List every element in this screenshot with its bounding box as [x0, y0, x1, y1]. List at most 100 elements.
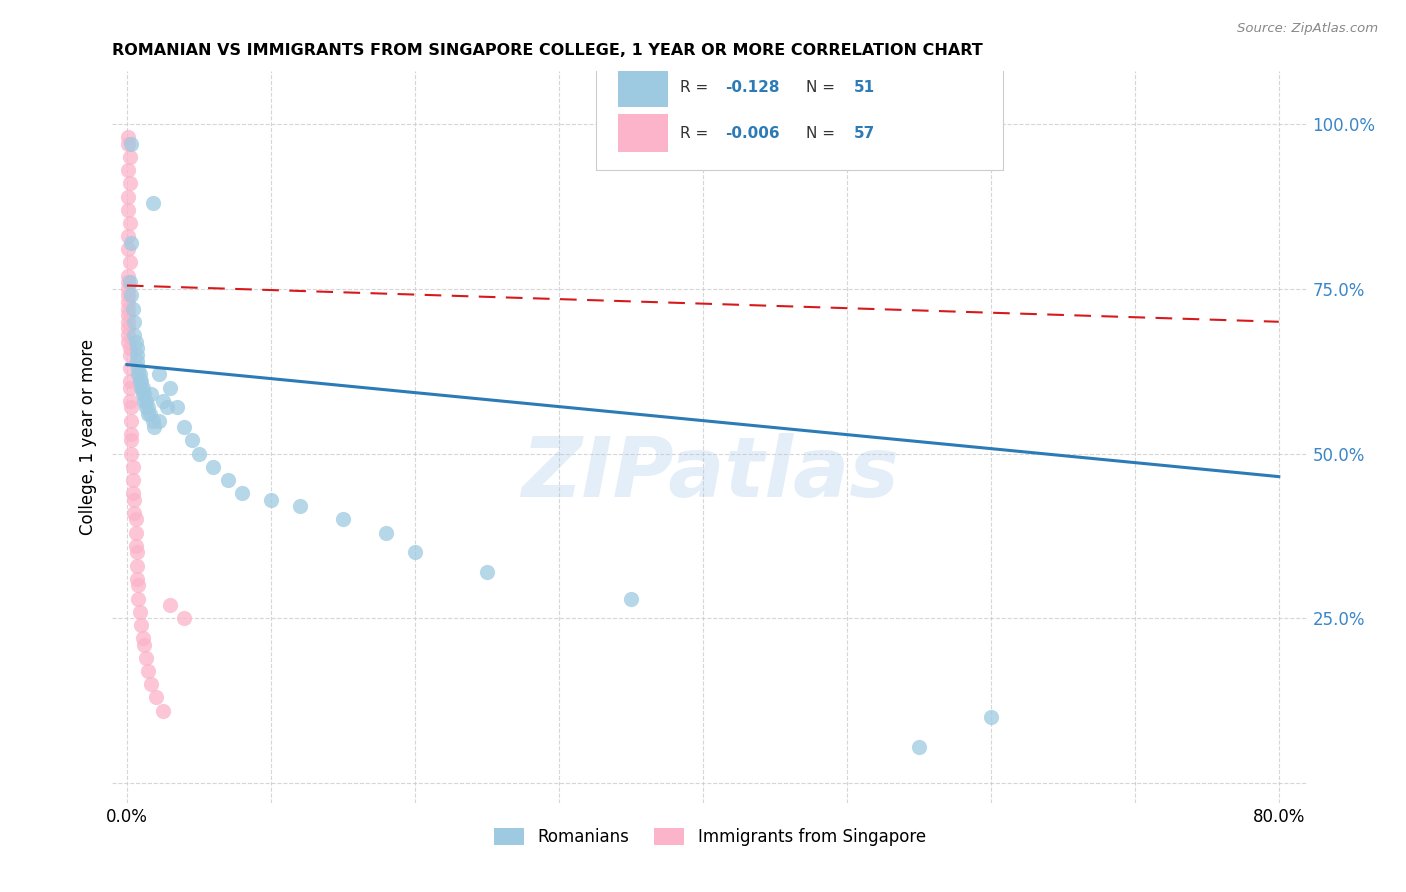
Point	[128, 374, 150, 388]
Point	[288, 500, 311, 514]
Point	[132, 381, 155, 395]
Point	[127, 591, 149, 606]
Point	[122, 327, 145, 342]
Point	[907, 739, 929, 754]
Point	[120, 414, 142, 428]
Text: ZIPatlas: ZIPatlas	[522, 434, 898, 514]
Point	[134, 393, 156, 408]
Point	[125, 354, 148, 368]
Point	[159, 381, 181, 395]
Point	[173, 611, 195, 625]
Point	[166, 401, 188, 415]
Point	[118, 348, 141, 362]
Text: -0.128: -0.128	[725, 80, 780, 95]
FancyBboxPatch shape	[596, 57, 1002, 170]
Point	[125, 348, 148, 362]
Point	[135, 401, 157, 415]
Point	[118, 374, 141, 388]
Point	[117, 288, 139, 302]
Point	[117, 334, 139, 349]
Point	[127, 368, 149, 382]
Point	[122, 492, 145, 507]
Point	[129, 618, 152, 632]
Point	[375, 525, 398, 540]
Point	[475, 565, 498, 579]
Point	[124, 539, 146, 553]
Point	[122, 506, 145, 520]
Point	[152, 704, 174, 718]
Point	[117, 136, 139, 151]
Point	[117, 315, 139, 329]
Point	[127, 360, 149, 375]
Point	[117, 202, 139, 217]
Y-axis label: College, 1 year or more: College, 1 year or more	[79, 339, 97, 535]
Point	[134, 638, 156, 652]
Point	[117, 327, 139, 342]
Text: 51: 51	[853, 80, 875, 95]
Point	[117, 321, 139, 335]
Point	[120, 136, 142, 151]
Point	[260, 492, 283, 507]
Point	[138, 401, 160, 415]
Point	[217, 473, 239, 487]
Point	[332, 512, 354, 526]
Point	[128, 368, 150, 382]
Point	[117, 189, 139, 203]
Point	[125, 545, 148, 559]
Point	[122, 315, 145, 329]
Point	[127, 578, 149, 592]
Point	[132, 631, 155, 645]
Point	[145, 690, 167, 705]
Point	[148, 414, 170, 428]
Point	[187, 446, 209, 460]
Point	[117, 275, 139, 289]
Point	[152, 393, 174, 408]
Point	[117, 301, 139, 316]
Point	[980, 710, 1002, 724]
Point	[118, 177, 141, 191]
Point	[118, 255, 141, 269]
Legend: Romanians, Immigrants from Singapore: Romanians, Immigrants from Singapore	[488, 822, 932, 853]
Point	[118, 216, 141, 230]
Point	[121, 473, 143, 487]
Point	[117, 130, 139, 145]
Point	[117, 229, 139, 244]
Point	[117, 268, 139, 283]
Point	[118, 360, 141, 375]
Point	[121, 486, 143, 500]
Point	[129, 374, 152, 388]
Point	[125, 558, 148, 573]
Point	[129, 381, 152, 395]
Text: R =: R =	[681, 126, 713, 141]
Point	[117, 282, 139, 296]
Point	[173, 420, 195, 434]
Point	[117, 308, 139, 322]
Point	[120, 446, 142, 460]
Point	[141, 387, 163, 401]
Point	[231, 486, 253, 500]
Point	[202, 459, 225, 474]
Point	[118, 275, 141, 289]
Point	[124, 525, 146, 540]
Point	[620, 591, 643, 606]
Text: R =: R =	[681, 80, 713, 95]
Point	[138, 664, 160, 678]
Text: N =: N =	[806, 80, 839, 95]
Point	[156, 401, 179, 415]
Point	[120, 288, 142, 302]
Point	[117, 242, 139, 256]
FancyBboxPatch shape	[619, 114, 668, 153]
Text: 57: 57	[853, 126, 875, 141]
Point	[124, 334, 146, 349]
Point	[135, 393, 157, 408]
Point	[121, 459, 143, 474]
Point	[118, 393, 141, 408]
Point	[142, 414, 165, 428]
Point	[118, 150, 141, 164]
Point	[143, 420, 166, 434]
Point	[159, 598, 181, 612]
Text: Source: ZipAtlas.com: Source: ZipAtlas.com	[1237, 22, 1378, 36]
FancyBboxPatch shape	[619, 69, 668, 107]
Point	[142, 196, 165, 211]
Point	[134, 387, 156, 401]
